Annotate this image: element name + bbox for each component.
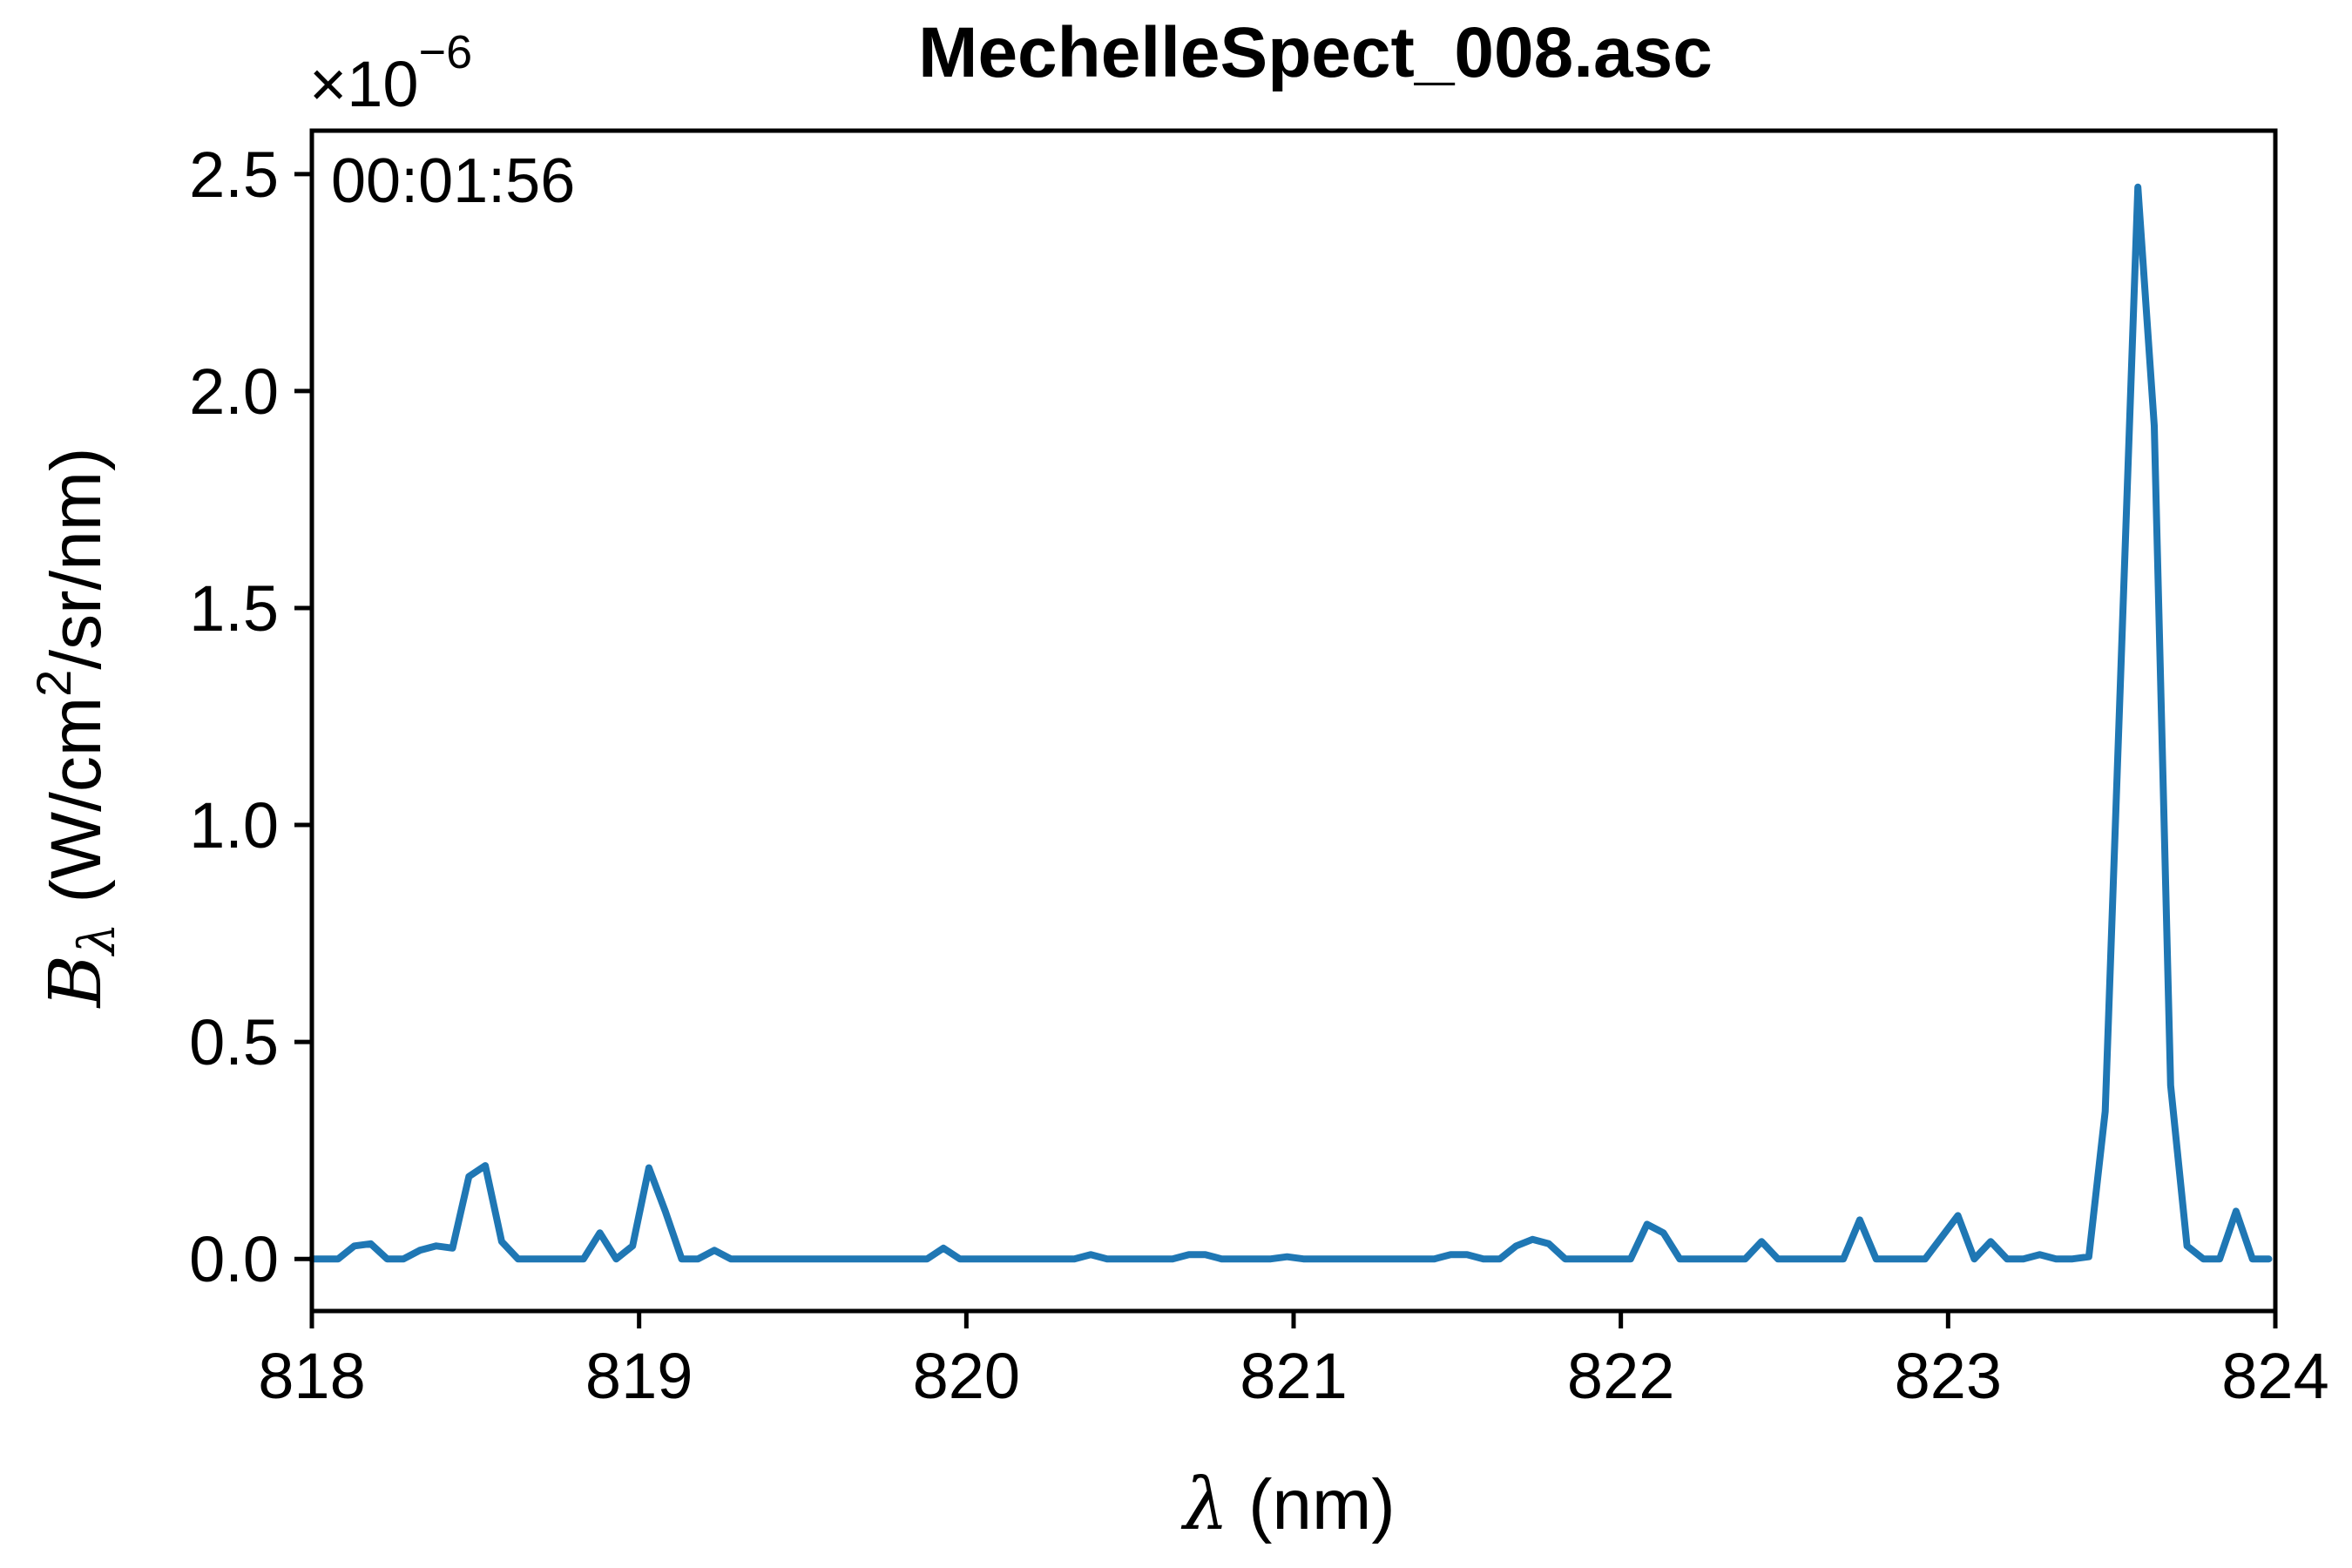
plot-area [308, 183, 2273, 1263]
y-offset-text: ×10−6 [309, 26, 472, 120]
y-axis-ticks: 0.0 0.5 1.0 1.5 2.0 2.5 [189, 139, 312, 1295]
x-tick-label: 824 [2221, 1340, 2328, 1412]
plot-frame [309, 128, 2278, 1314]
x-axis-label-unit: (nm) [1228, 1465, 1395, 1544]
y-axis-label-subscript: λ [67, 923, 126, 956]
x-tick-label: 820 [913, 1340, 1020, 1412]
y-tick-label: 2.0 [189, 355, 279, 428]
y-tick-label: 1.5 [189, 572, 279, 645]
y-offset-base: ×10 [309, 48, 419, 120]
time-annotation: 00:01:56 [331, 146, 575, 216]
x-tick-label: 821 [1240, 1340, 1347, 1412]
y-axis-label-unit-suffix: /sr/nm) [37, 448, 116, 670]
x-tick-label: 818 [258, 1340, 365, 1412]
x-axis-label-symbol: λ [1180, 1463, 1228, 1546]
x-tick-label: 819 [585, 1340, 693, 1412]
y-tick-label: 0.5 [189, 1006, 279, 1078]
series-line [308, 183, 2273, 1263]
y-axis-label-symbol: B [35, 955, 118, 1009]
x-axis-ticks: 818 819 820 821 822 823 824 [258, 1311, 2329, 1412]
chart-title: MechelleSpect_008.asc [918, 13, 1713, 92]
x-tick-label: 822 [1567, 1340, 1674, 1412]
y-axis-label: Bλ (W/cm2/sr/nm) [26, 448, 126, 1010]
y-tick-label: 1.0 [189, 789, 279, 862]
y-axis-label-unit-sup: 2 [26, 670, 81, 697]
x-tick-label: 823 [1895, 1340, 2002, 1412]
x-axis-label: λ (nm) [1180, 1463, 1395, 1546]
y-tick-label: 0.0 [189, 1223, 279, 1295]
y-tick-label: 2.5 [189, 139, 279, 211]
y-axis-label-unit-prefix: (W/cm [37, 697, 116, 923]
y-offset-exponent: −6 [419, 26, 473, 78]
